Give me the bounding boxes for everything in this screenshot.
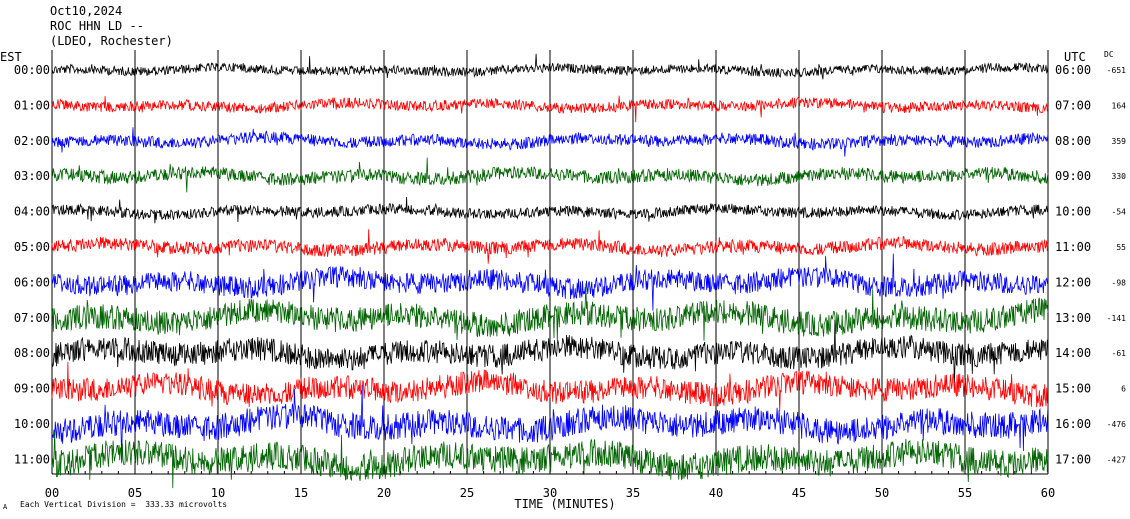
- trace-line: [51, 431, 1049, 489]
- utc-row-label: 09:00: [1055, 169, 1091, 183]
- est-row-label: 11:00: [14, 452, 50, 466]
- x-tick-label: 00: [45, 486, 59, 500]
- utc-row-label: 10:00: [1055, 205, 1091, 219]
- x-tick-label: 10: [211, 486, 225, 500]
- utc-row-label: 08:00: [1055, 134, 1091, 148]
- x-tick-label: 20: [377, 486, 391, 500]
- trace-line: [51, 196, 1049, 224]
- plot-labels: 00 05 10 15 20 25 30 35 40 45 50 55 60 TIME (MINUTES)…: [14, 63, 1126, 511]
- dc-offset-value: -427: [1107, 455, 1126, 464]
- utc-row-label: 13:00: [1055, 311, 1091, 325]
- x-tick-label: 50: [875, 486, 889, 500]
- dc-offset-value: -61: [1112, 349, 1127, 358]
- utc-zone-label: UTC: [1064, 50, 1086, 64]
- est-row-label: 00:00: [14, 63, 50, 77]
- station-label: ROC HHN LD --: [50, 19, 144, 33]
- trace-line: [51, 361, 1049, 412]
- x-axis-title: TIME (MINUTES): [514, 497, 615, 511]
- utc-row-label: 06:00: [1055, 63, 1091, 77]
- est-row-label: 05:00: [14, 240, 50, 254]
- dc-offset-value: -476: [1107, 420, 1126, 429]
- x-tick-label: 30: [543, 486, 557, 500]
- est-row-label: 09:00: [14, 382, 50, 396]
- est-zone-label: EST: [0, 50, 22, 64]
- corner-mark: A: [3, 503, 8, 511]
- utc-row-label: 17:00: [1055, 452, 1091, 466]
- est-row-label: 06:00: [14, 275, 50, 289]
- est-row-label: 03:00: [14, 169, 50, 183]
- plot-grid: [51, 50, 1049, 475]
- utc-row-label: 12:00: [1055, 275, 1091, 289]
- trace-line: [51, 319, 1049, 384]
- network-label: (LDEO, Rochester): [50, 34, 173, 48]
- dc-offset-value: -651: [1107, 66, 1126, 75]
- trace-line: [51, 283, 1049, 341]
- dc-offset-value: 359: [1112, 137, 1127, 146]
- est-row-label: 02:00: [14, 134, 50, 148]
- utc-row-label: 14:00: [1055, 346, 1091, 360]
- est-row-label: 07:00: [14, 311, 50, 325]
- est-row-label: 04:00: [14, 205, 50, 219]
- dc-offset-value: 164: [1112, 101, 1127, 110]
- utc-row-label: 16:00: [1055, 417, 1091, 431]
- x-tick-label: 45: [792, 486, 806, 500]
- dc-offset-value: 330: [1112, 172, 1127, 181]
- x-tick-label: 40: [709, 486, 723, 500]
- trace-line: [51, 253, 1049, 311]
- utc-row-label: 11:00: [1055, 240, 1091, 254]
- trace-line: [51, 384, 1049, 462]
- est-row-label: 08:00: [14, 346, 50, 360]
- scale-footnote: Each Vertical Division = 333.33 microvol…: [20, 500, 228, 509]
- utc-row-label: 15:00: [1055, 382, 1091, 396]
- x-tick-label: 35: [626, 486, 640, 500]
- x-tick-label: 05: [128, 486, 142, 500]
- x-tick-label: 15: [294, 486, 308, 500]
- dc-offset-value: 55: [1116, 243, 1126, 252]
- plot-traces: [51, 53, 1049, 489]
- utc-row-label: 07:00: [1055, 98, 1091, 112]
- trace-line: [51, 127, 1049, 157]
- x-tick-label: 60: [1041, 486, 1055, 500]
- dc-offset-value: -54: [1112, 208, 1127, 217]
- est-row-label: 10:00: [14, 417, 50, 431]
- dc-offset-value: 6: [1121, 385, 1126, 394]
- x-tick-label: 25: [460, 486, 474, 500]
- dc-column-title: DC: [1104, 50, 1114, 59]
- trace-line: [51, 53, 1049, 80]
- dc-offset-value: -98: [1112, 278, 1127, 287]
- trace-line: [51, 157, 1049, 193]
- trace-line: [51, 229, 1049, 264]
- dc-offset-value: -141: [1107, 314, 1126, 323]
- est-row-label: 01:00: [14, 98, 50, 112]
- x-tick-label: 55: [958, 486, 972, 500]
- date-label: Oct10,2024: [50, 4, 123, 18]
- trace-line: [51, 95, 1049, 123]
